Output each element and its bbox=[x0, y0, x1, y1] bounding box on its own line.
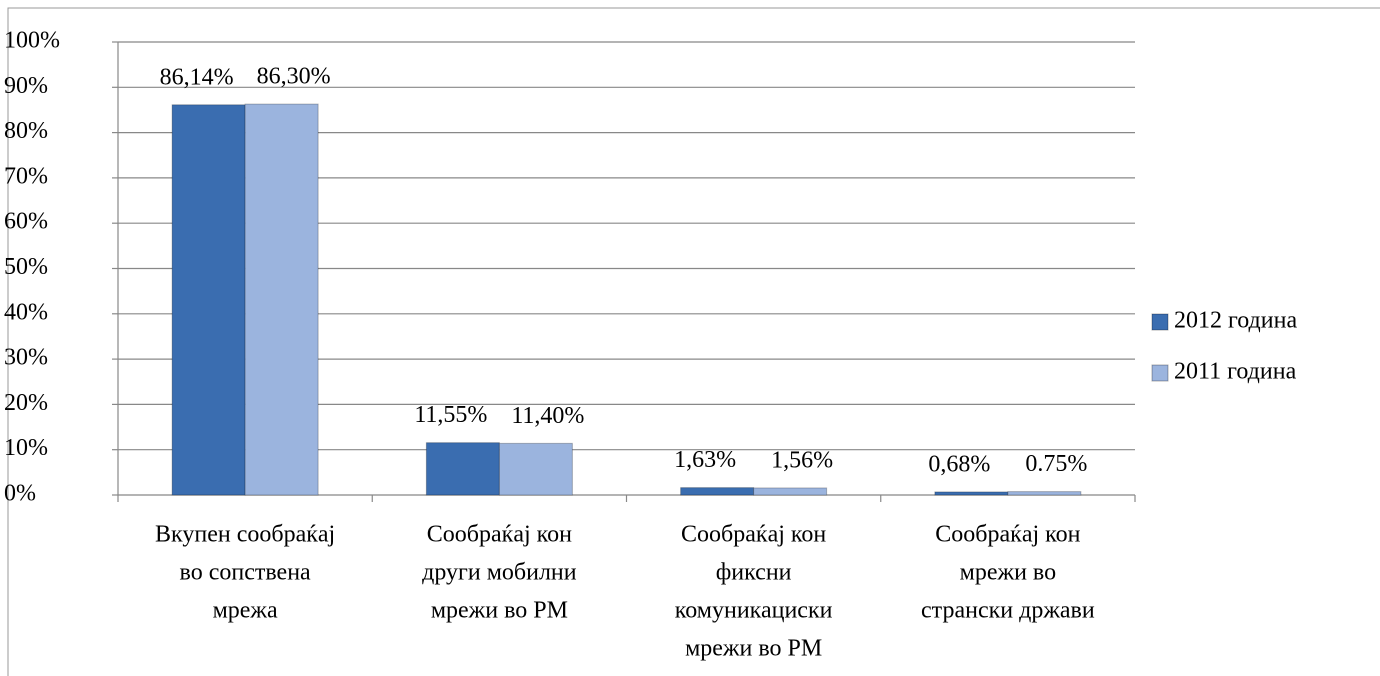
value-label: 11,55% bbox=[414, 402, 487, 428]
bar bbox=[753, 487, 828, 496]
y-tick-label: 90% bbox=[4, 73, 48, 99]
legend-swatch bbox=[1151, 313, 1169, 331]
value-label: 0,68% bbox=[928, 451, 990, 477]
x-tick-label: во сопствена bbox=[180, 560, 311, 586]
value-label: 86,14% bbox=[160, 64, 234, 90]
x-tick-label: мрежи во РМ bbox=[685, 636, 822, 662]
bar bbox=[425, 442, 500, 496]
x-tick-label: мрежа bbox=[213, 598, 278, 624]
bar bbox=[1007, 491, 1082, 496]
value-label: 86,30% bbox=[257, 64, 331, 90]
x-tick-label: Сообраќај кон bbox=[681, 522, 826, 548]
x-tick-label: комуникациски bbox=[675, 598, 833, 624]
x-tick-label: фиксни bbox=[716, 560, 792, 586]
x-tick-label: Сообраќај кон bbox=[427, 522, 572, 548]
y-tick-label: 80% bbox=[4, 118, 48, 144]
y-tick-label: 10% bbox=[4, 435, 48, 461]
chart-border bbox=[7, 7, 1380, 676]
value-label: 1,63% bbox=[674, 447, 736, 473]
y-tick-label: 0% bbox=[4, 481, 36, 507]
value-label: 1,56% bbox=[771, 447, 833, 473]
x-tick-label: мрежи во bbox=[960, 560, 1056, 586]
y-tick-label: 20% bbox=[4, 390, 48, 416]
bar bbox=[171, 104, 246, 496]
legend-swatch bbox=[1151, 364, 1169, 382]
x-tick-label: Сообраќај кон bbox=[935, 522, 1080, 548]
y-tick-label: 30% bbox=[4, 345, 48, 371]
bar bbox=[934, 491, 1009, 496]
value-label: 11,40% bbox=[511, 403, 584, 429]
y-tick-label: 100% bbox=[4, 28, 60, 54]
legend-label: 2012 година bbox=[1174, 308, 1297, 334]
y-tick-label: 70% bbox=[4, 163, 48, 189]
x-tick-label: странски држави bbox=[921, 598, 1095, 624]
bar bbox=[498, 442, 573, 496]
bar bbox=[680, 487, 755, 496]
bar bbox=[244, 103, 319, 496]
x-tick-label: мрежи во РМ bbox=[431, 598, 568, 624]
y-tick-label: 60% bbox=[4, 209, 48, 235]
y-tick-label: 40% bbox=[4, 299, 48, 325]
x-tick-label: други мобилни bbox=[422, 560, 577, 586]
legend-label: 2011 година bbox=[1174, 359, 1297, 385]
value-label: 0.75% bbox=[1025, 451, 1087, 477]
y-tick-label: 50% bbox=[4, 254, 48, 280]
x-tick-label: Вкупен сообраќај bbox=[155, 522, 335, 548]
